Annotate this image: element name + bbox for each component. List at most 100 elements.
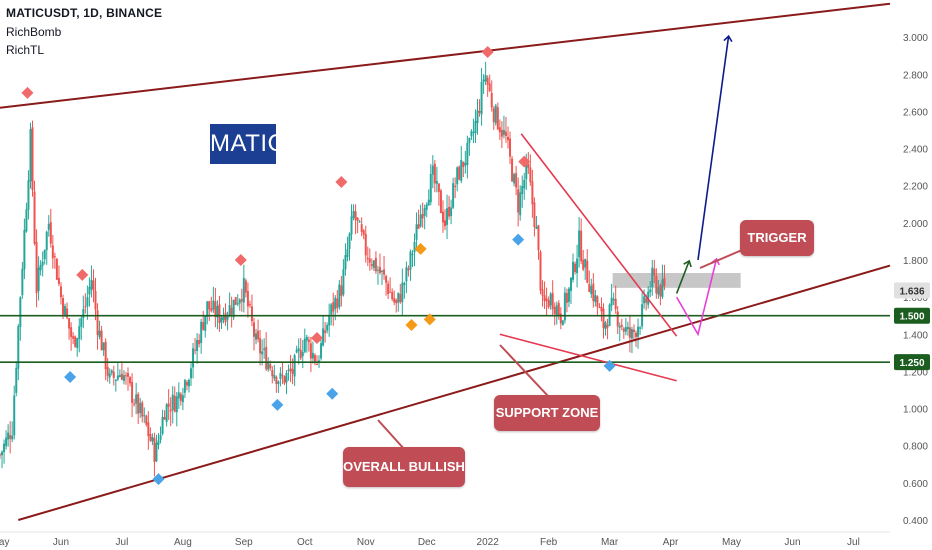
- candle-body: [315, 364, 318, 366]
- candle-body: [39, 264, 42, 271]
- candle-body: [336, 298, 339, 308]
- candle-body: [480, 81, 483, 115]
- candle-body: [281, 375, 284, 377]
- x-tick-label: May: [0, 537, 9, 548]
- candle-body: [450, 207, 453, 217]
- candle-body: [114, 379, 117, 381]
- candle-body: [649, 289, 652, 293]
- candle-body: [5, 437, 8, 447]
- candle-body: [275, 376, 278, 385]
- candle-body: [161, 416, 164, 435]
- candle-body: [433, 163, 436, 184]
- indicator-richbomb[interactable]: RichBomb: [6, 25, 62, 39]
- candle-body: [376, 269, 379, 271]
- candle-body: [279, 373, 282, 379]
- candle-body: [41, 261, 44, 266]
- candle-body: [663, 277, 666, 287]
- candle-body: [55, 259, 58, 280]
- candle-body: [96, 310, 99, 335]
- candle-body: [248, 304, 251, 306]
- x-tick-label: Feb: [540, 537, 558, 548]
- candle-body: [194, 349, 197, 351]
- candle-body: [330, 304, 333, 315]
- candle-body: [224, 312, 227, 323]
- candle-body: [183, 380, 186, 393]
- candle-body: [88, 286, 91, 295]
- top-diamond-marker: [335, 176, 348, 188]
- candle-body: [153, 437, 156, 462]
- candle-body: [112, 371, 115, 378]
- candle-body: [59, 286, 62, 298]
- candle-body: [177, 392, 180, 399]
- candle-body: [527, 163, 530, 168]
- candle-body: [309, 343, 312, 359]
- x-tick-label: Dec: [418, 537, 436, 548]
- candle-body: [57, 277, 60, 284]
- candle-body: [220, 317, 223, 323]
- candle-body: [49, 222, 52, 244]
- y-tick-label: 0.800: [903, 442, 928, 453]
- candle-body: [626, 326, 629, 330]
- candle-body: [13, 395, 16, 436]
- price-label-text: 1.636: [899, 286, 924, 297]
- candle-body: [567, 288, 570, 302]
- candle-body: [500, 129, 503, 137]
- candle-body: [588, 284, 591, 293]
- candle-body: [149, 434, 152, 441]
- candle-body: [594, 295, 597, 303]
- candle-body: [320, 343, 323, 359]
- candle-body: [476, 110, 479, 124]
- candle-body: [494, 105, 497, 124]
- support-zone-pointer: [499, 344, 549, 397]
- candle-body: [165, 404, 168, 422]
- candle-body: [305, 336, 308, 341]
- candle-body: [488, 83, 491, 92]
- candle-body: [25, 209, 28, 232]
- candle-body: [651, 267, 654, 288]
- candle-body: [238, 299, 241, 304]
- candle-body: [92, 280, 95, 291]
- candle-body: [70, 327, 73, 337]
- candle-body: [421, 214, 424, 219]
- indicator-richtl[interactable]: RichTL: [6, 43, 45, 57]
- candle-body: [157, 440, 160, 445]
- candle-body: [120, 373, 123, 380]
- x-tick-label: Mar: [601, 537, 619, 548]
- candle-body: [389, 291, 392, 293]
- candle-body: [61, 298, 64, 315]
- candle-body: [655, 275, 658, 294]
- candle-body: [277, 381, 280, 385]
- candle-body: [358, 221, 361, 223]
- y-tick-label: 1.800: [903, 256, 928, 267]
- projection-green-arrow: [675, 259, 692, 294]
- y-tick-label: 2.600: [903, 107, 928, 118]
- candle-body: [525, 160, 528, 180]
- candle-body: [31, 127, 34, 191]
- candle-body: [474, 120, 477, 134]
- candle-body: [403, 283, 406, 286]
- candle-body: [240, 299, 243, 302]
- price-label-box: [894, 282, 930, 299]
- candle-body: [116, 375, 119, 380]
- candle-body: [307, 339, 310, 343]
- candle-body: [622, 328, 625, 332]
- candle-body: [185, 382, 188, 386]
- candle-body: [374, 257, 377, 272]
- candle-body: [360, 224, 363, 232]
- candle-body: [293, 355, 296, 377]
- candle-body: [425, 204, 428, 210]
- top-diamond-marker: [310, 332, 323, 344]
- candle-body: [3, 443, 6, 453]
- candle-body: [496, 107, 499, 130]
- candle-body: [322, 328, 325, 346]
- candle-body: [356, 217, 359, 221]
- candle-body: [163, 417, 166, 420]
- candle-body: [348, 233, 351, 250]
- matic-label: MATIC: [210, 124, 285, 164]
- candle-body: [135, 394, 138, 404]
- candle-body: [66, 308, 69, 318]
- candle-body: [181, 395, 184, 403]
- candle-body: [122, 375, 125, 381]
- candle-body: [580, 230, 583, 262]
